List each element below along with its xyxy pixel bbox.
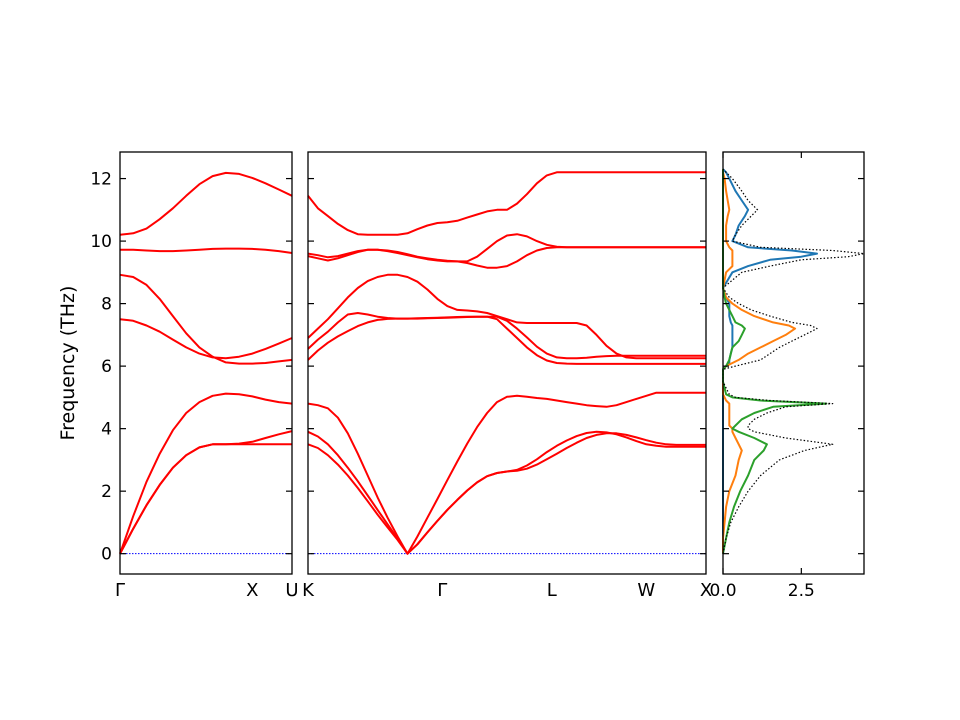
k-point-label: W: [637, 580, 655, 601]
band-5: [307, 312, 706, 360]
k-point-label: K: [302, 580, 315, 601]
k-point-label: Γ: [115, 580, 125, 601]
band-1: [307, 432, 706, 555]
x-tick-label: 2.5: [788, 581, 815, 601]
y-tick-label: 2: [101, 482, 112, 502]
axes-frame: [722, 151, 865, 575]
dos-partial-2: [722, 169, 797, 554]
band-3: [307, 391, 706, 555]
k-point-label: L: [547, 580, 557, 601]
y-tick-label: 6: [101, 357, 112, 377]
band-8: [307, 246, 706, 269]
band-5: [119, 273, 293, 365]
k-point-label: U: [285, 580, 298, 601]
k-point-label: X: [246, 580, 258, 601]
band-6: [307, 273, 706, 360]
band-2: [119, 430, 293, 555]
band-6: [120, 247, 293, 254]
y-tick-label: 4: [101, 420, 112, 440]
y-tick-label: 0: [101, 545, 112, 565]
y-tick-label: 12: [90, 170, 112, 190]
k-point-label: Γ: [437, 580, 447, 601]
band-9: [307, 171, 706, 236]
y-tick-label: 8: [101, 295, 112, 315]
band-4: [307, 315, 706, 365]
k-point-label: X: [700, 580, 712, 601]
y-tick-label: 10: [90, 232, 112, 252]
dos-panel: 0.0 2.5: [709, 151, 865, 601]
axes-frame: [307, 151, 707, 575]
dos-total: [722, 168, 865, 554]
axes-frame: [119, 151, 293, 575]
band-1: [119, 443, 292, 555]
x-tick-label: 0.0: [709, 581, 736, 601]
band-2: [307, 430, 706, 555]
band-4: [119, 318, 293, 360]
band-7: [119, 171, 293, 236]
band-3: [119, 392, 293, 555]
y-axis-label: Frequency (THz): [57, 286, 79, 441]
band-panel-1: 0 2 4 6 8 10 12 Γ X U: [90, 151, 299, 601]
